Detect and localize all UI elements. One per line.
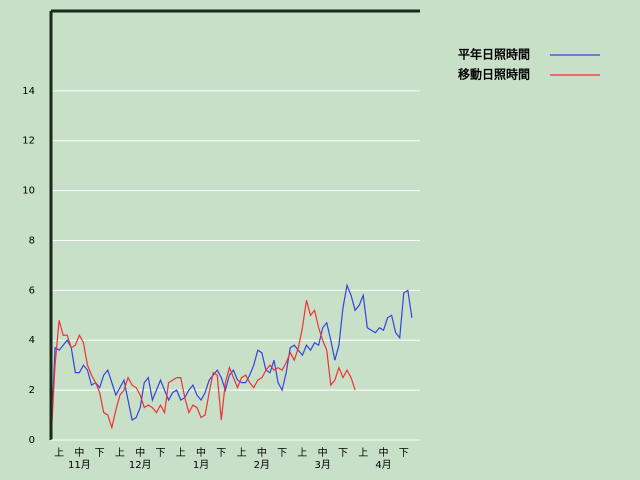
y-tick-label: 10 — [22, 186, 35, 197]
x-tick-label: 下 — [95, 448, 105, 459]
legend-label: 移動日照時間 — [458, 67, 530, 82]
month-label: 2月 — [254, 459, 270, 471]
y-tick-label: 0 — [29, 435, 35, 446]
x-tick-label: 上 — [115, 447, 125, 459]
x-tick-label: 下 — [338, 448, 348, 459]
month-label: 12月 — [129, 459, 152, 471]
x-tick-label: 下 — [155, 448, 165, 459]
x-tick-label: 中 — [74, 446, 84, 459]
x-tick-label: 中 — [135, 446, 145, 459]
x-tick-label: 上 — [237, 447, 247, 459]
month-label: 3月 — [314, 459, 330, 471]
x-tick-label: 上 — [297, 447, 307, 459]
x-tick-label: 中 — [257, 446, 267, 459]
y-tick-label: 2 — [29, 385, 35, 396]
x-tick-label: 下 — [277, 448, 287, 459]
y-tick-label: 12 — [22, 136, 35, 147]
x-tick-label: 中 — [318, 446, 328, 459]
legend-label: 平年日照時間 — [458, 47, 530, 62]
x-tick-label: 中 — [196, 446, 206, 459]
y-tick-label: 6 — [29, 285, 35, 296]
month-label: 11月 — [68, 459, 91, 471]
x-tick-label: 上 — [176, 447, 186, 459]
x-tick-label: 上 — [358, 447, 368, 459]
month-label: 1月 — [193, 459, 209, 471]
y-tick-label: 8 — [29, 235, 35, 246]
month-label: 4月 — [375, 459, 391, 471]
y-tick-label: 4 — [29, 335, 35, 346]
x-tick-label: 上 — [54, 447, 64, 459]
x-tick-label: 下 — [216, 448, 226, 459]
x-tick-label: 中 — [379, 446, 389, 459]
y-tick-label: 14 — [22, 86, 35, 97]
series-line — [50, 300, 356, 441]
x-tick-label: 下 — [399, 448, 409, 459]
